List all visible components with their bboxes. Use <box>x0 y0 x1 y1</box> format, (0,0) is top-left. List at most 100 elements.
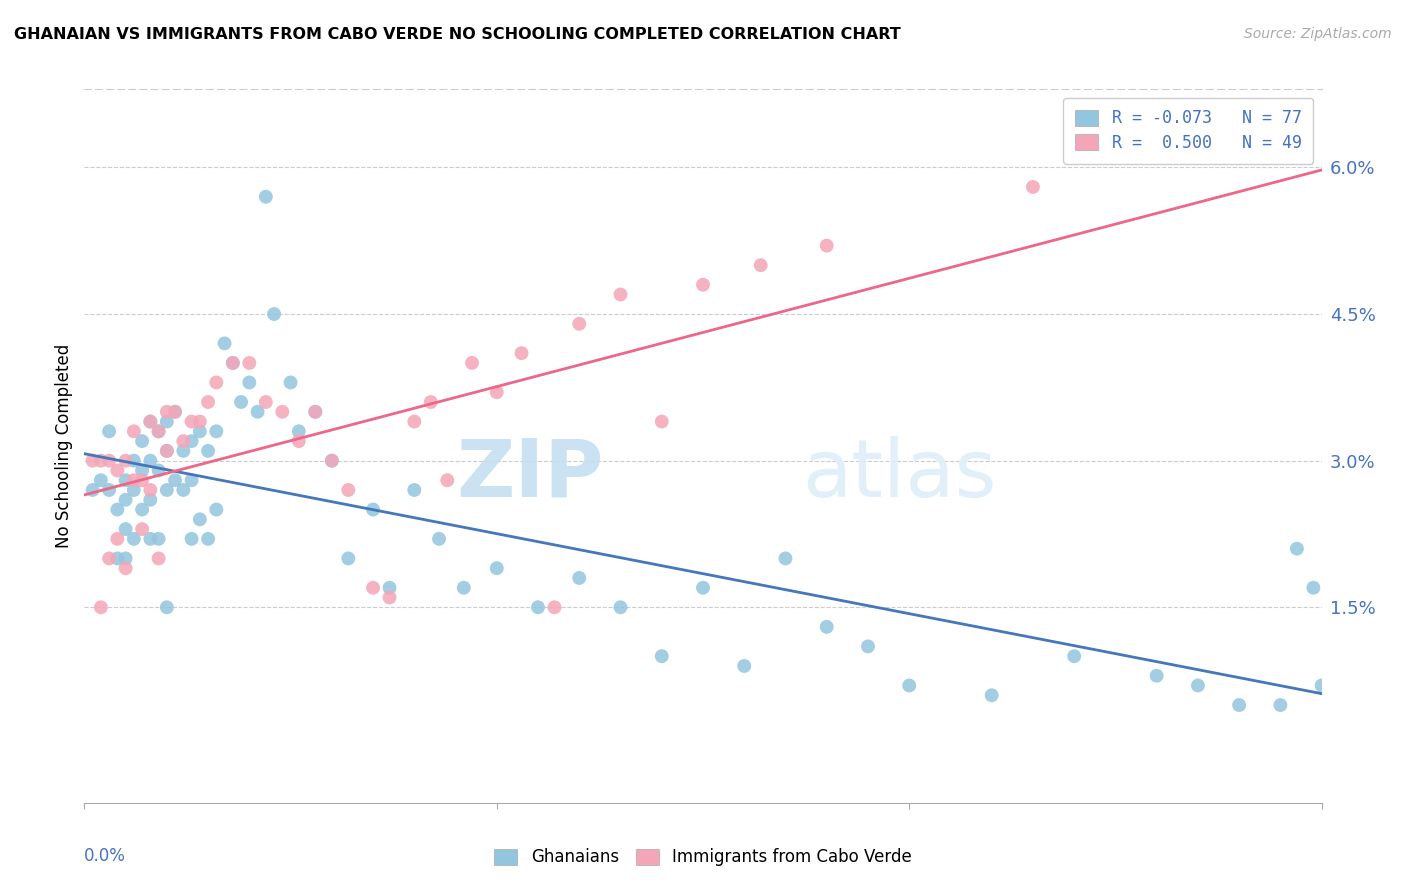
Point <box>165 405 187 419</box>
Point <box>980 688 1002 702</box>
Point <box>98 551 121 566</box>
Point <box>436 473 458 487</box>
Point <box>692 581 714 595</box>
Point <box>165 473 187 487</box>
Point <box>180 532 202 546</box>
Point <box>304 405 326 419</box>
Point <box>229 395 252 409</box>
Point <box>510 346 533 360</box>
Point <box>105 463 128 477</box>
Point <box>461 356 484 370</box>
Legend: Ghanaians, Immigrants from Cabo Verde: Ghanaians, Immigrants from Cabo Verde <box>485 840 921 875</box>
Point <box>82 453 104 467</box>
Point <box>105 532 128 546</box>
Point <box>90 473 112 487</box>
Point <box>263 307 285 321</box>
Point <box>749 258 772 272</box>
Point <box>180 473 202 487</box>
Point <box>139 415 162 429</box>
Point <box>156 443 179 458</box>
Text: GHANAIAN VS IMMIGRANTS FROM CABO VERDE NO SCHOOLING COMPLETED CORRELATION CHART: GHANAIAN VS IMMIGRANTS FROM CABO VERDE N… <box>14 27 901 42</box>
Legend: R = -0.073   N = 77, R =  0.500   N = 49: R = -0.073 N = 77, R = 0.500 N = 49 <box>1063 97 1313 163</box>
Point <box>172 443 194 458</box>
Point <box>122 453 145 467</box>
Point <box>90 600 112 615</box>
Point <box>139 453 162 467</box>
Point <box>404 415 426 429</box>
Point <box>378 581 401 595</box>
Point <box>609 600 631 615</box>
Point <box>527 600 550 615</box>
Point <box>205 502 228 516</box>
Point <box>197 532 219 546</box>
Point <box>188 415 211 429</box>
Point <box>238 376 260 390</box>
Point <box>148 425 170 439</box>
Point <box>156 443 179 458</box>
Point <box>131 522 153 536</box>
Text: 0.0%: 0.0% <box>84 847 127 865</box>
Point <box>139 483 162 497</box>
Y-axis label: No Schooling Completed: No Schooling Completed <box>55 344 73 548</box>
Point <box>1022 180 1045 194</box>
Point <box>82 483 104 497</box>
Point <box>148 532 170 546</box>
Point <box>427 532 450 546</box>
Point <box>280 376 302 390</box>
Point <box>304 405 326 419</box>
Point <box>156 415 179 429</box>
Point <box>337 551 360 566</box>
Point <box>238 356 260 370</box>
Point <box>815 238 838 252</box>
Point <box>361 581 384 595</box>
Point <box>404 483 426 497</box>
Point <box>114 473 136 487</box>
Point <box>139 415 162 429</box>
Point <box>692 277 714 292</box>
Point <box>321 453 343 467</box>
Point <box>1227 698 1250 712</box>
Point <box>543 600 565 615</box>
Point <box>90 453 112 467</box>
Point <box>188 425 211 439</box>
Point <box>131 502 153 516</box>
Point <box>188 512 211 526</box>
Point <box>246 405 269 419</box>
Point <box>122 532 145 546</box>
Point <box>453 581 475 595</box>
Point <box>1146 669 1168 683</box>
Point <box>122 483 145 497</box>
Point <box>122 473 145 487</box>
Point <box>156 483 179 497</box>
Point <box>148 551 170 566</box>
Point <box>131 463 153 477</box>
Point <box>131 434 153 449</box>
Point <box>378 591 401 605</box>
Point <box>114 551 136 566</box>
Point <box>98 453 121 467</box>
Point <box>254 395 277 409</box>
Point <box>114 561 136 575</box>
Point <box>98 483 121 497</box>
Point <box>361 502 384 516</box>
Point <box>98 425 121 439</box>
Point <box>222 356 245 370</box>
Point <box>148 463 170 477</box>
Point <box>222 356 245 370</box>
Point <box>114 492 136 507</box>
Point <box>1187 678 1209 692</box>
Text: atlas: atlas <box>801 435 997 514</box>
Point <box>156 600 179 615</box>
Text: Source: ZipAtlas.com: Source: ZipAtlas.com <box>1244 27 1392 41</box>
Point <box>1302 581 1324 595</box>
Point <box>775 551 797 566</box>
Point <box>609 287 631 301</box>
Point <box>337 483 360 497</box>
Point <box>1285 541 1308 556</box>
Point <box>180 434 202 449</box>
Point <box>815 620 838 634</box>
Point <box>1270 698 1292 712</box>
Point <box>165 405 187 419</box>
Point <box>105 551 128 566</box>
Point <box>271 405 294 419</box>
